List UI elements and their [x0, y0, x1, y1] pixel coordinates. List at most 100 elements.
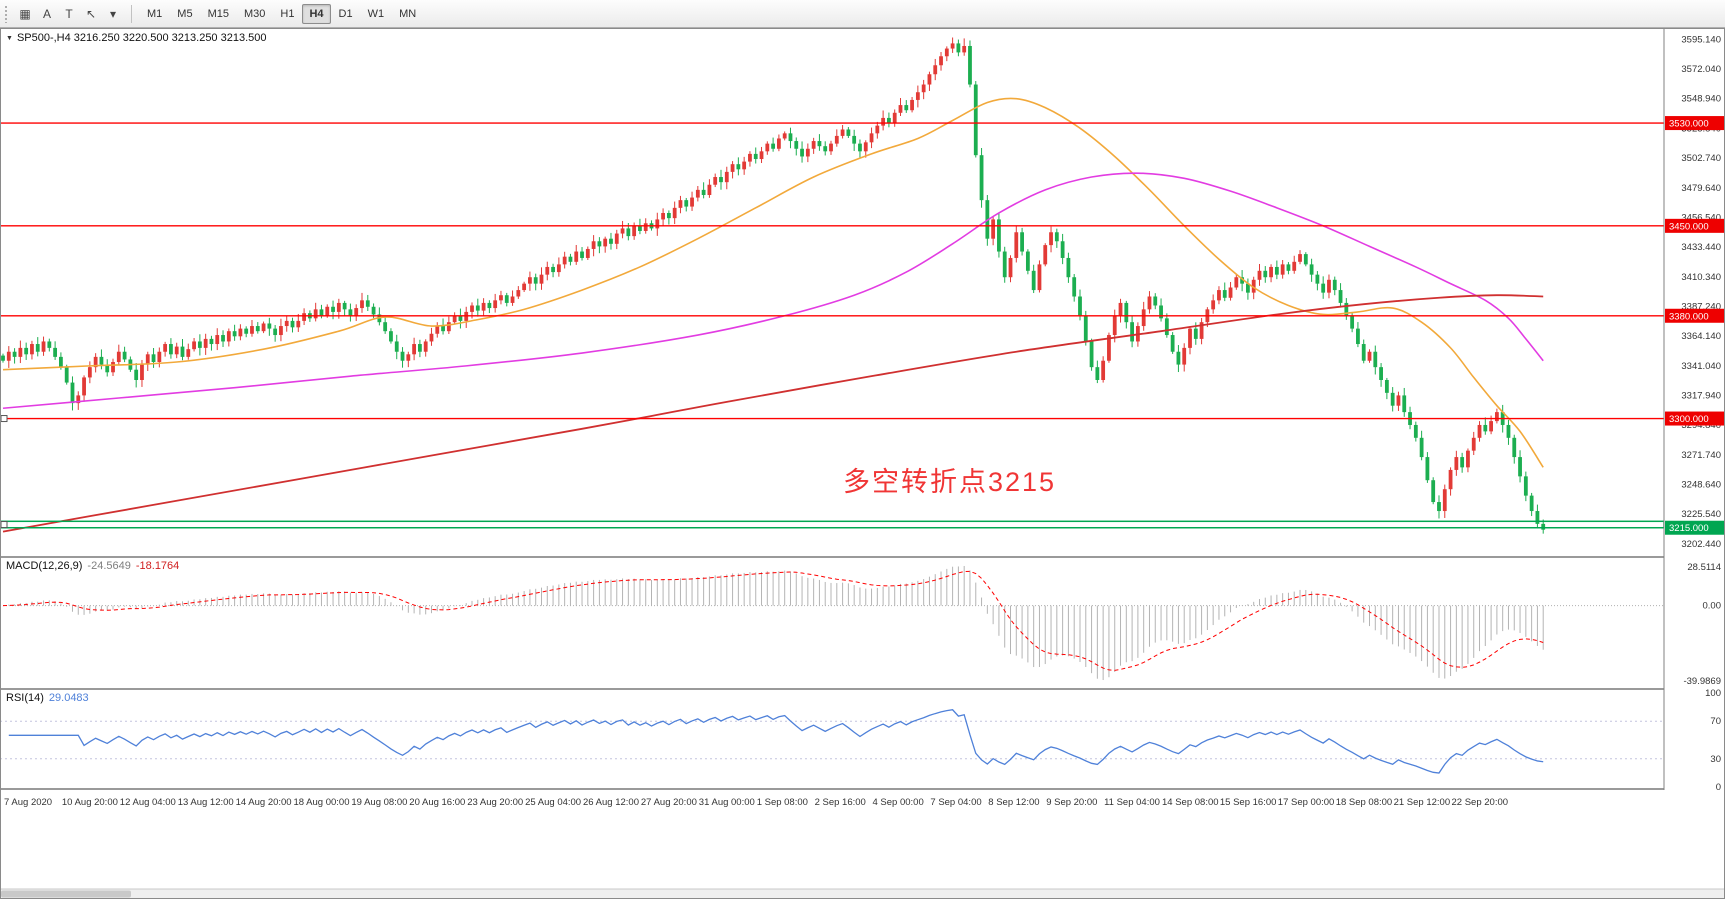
candle-body	[829, 143, 833, 152]
price-axis-label: 3202.440	[1681, 539, 1721, 550]
candle-body	[771, 143, 776, 149]
candle-body	[678, 200, 683, 208]
ma-fast-orange	[2, 97, 1544, 468]
candle-body	[64, 367, 69, 383]
candle-body	[690, 197, 694, 207]
cursor-tool-icon[interactable]: ↖	[85, 6, 97, 21]
macd-label: MACD(12,26,9) -24.5649 -18.1764	[6, 560, 184, 572]
separator-main-macd[interactable]	[0, 556, 1725, 558]
candle-body	[1315, 274, 1320, 284]
candle-body	[1170, 335, 1175, 352]
candle-body	[742, 161, 747, 170]
candle-body	[921, 84, 926, 93]
candle-body	[1159, 305, 1163, 319]
candle-body	[643, 223, 648, 231]
candle-body	[209, 338, 214, 345]
price-axis-label: 3271.740	[1681, 450, 1721, 461]
candle-body	[1419, 437, 1424, 458]
timeframe-button-d1[interactable]: D1	[338, 7, 353, 20]
chart-grid-icon[interactable]: ▦	[19, 6, 31, 21]
price-axis-label: 3456.540	[1681, 212, 1721, 223]
timeframe-button-mn[interactable]: MN	[399, 7, 417, 20]
candle-body	[1344, 302, 1349, 316]
candle-body	[458, 315, 463, 321]
candle-body	[400, 351, 405, 361]
time-axis-label: 8 Sep 12:00	[988, 797, 1039, 808]
candle-body	[493, 300, 498, 309]
candle-body	[840, 129, 845, 136]
candle-body	[1182, 347, 1187, 365]
candle-body	[904, 105, 909, 111]
candle-body	[1, 355, 5, 361]
quote-expand-triangle[interactable]: ▼	[6, 35, 13, 42]
timeframe-button-m1[interactable]: M1	[147, 7, 163, 20]
candle-body	[603, 238, 608, 247]
candle-body	[1118, 302, 1123, 316]
candle-body	[1494, 412, 1499, 422]
line-handle[interactable]	[0, 521, 8, 529]
candle-body	[701, 189, 706, 196]
timeframe-button-h4[interactable]: H4	[302, 3, 331, 24]
candle-body	[82, 377, 86, 396]
time-axis-label: 12 Aug 04:00	[120, 797, 176, 808]
candle-body	[713, 177, 718, 185]
candle-body	[1251, 279, 1256, 293]
candle-body	[1060, 241, 1065, 258]
line-handle[interactable]	[0, 415, 8, 423]
candle-body	[70, 382, 75, 404]
candle-body	[858, 143, 862, 152]
macd-value-main: -24.5649	[87, 560, 131, 572]
candle-body	[991, 219, 996, 239]
candle-body	[887, 117, 891, 124]
chart-window: 3595.1403572.0403548.9403525.8403502.740…	[0, 28, 1725, 899]
candle-body	[412, 344, 417, 355]
h-scrollbar-thumb[interactable]	[1, 890, 131, 898]
candle-body	[93, 356, 98, 368]
candle-body	[915, 92, 920, 100]
top-toolbar: ▦ A T ↖ ▾ M1 M5 M15 M30 H1 H4 D1 W1 MN	[0, 0, 1725, 28]
candle-body	[296, 320, 301, 328]
price-axis-label: 3548.940	[1681, 94, 1721, 105]
candle-body	[244, 328, 249, 334]
candle-body	[730, 164, 735, 172]
candle-body	[1037, 264, 1042, 291]
candle-body	[1454, 457, 1459, 470]
candle-body	[53, 347, 58, 357]
candle-body	[238, 328, 243, 337]
rsi-value: 29.0483	[48, 692, 89, 704]
timeframe-button-m15[interactable]: M15	[207, 7, 229, 20]
text-tool-button[interactable]: T	[65, 6, 73, 21]
time-axis-label: 13 Aug 12:00	[178, 797, 234, 808]
candle-body	[1437, 502, 1441, 512]
candle-body	[1014, 232, 1019, 258]
timeframe-button-m5[interactable]: M5	[177, 7, 193, 20]
candle-body	[898, 105, 903, 113]
candle-body	[528, 277, 532, 284]
toolbar-separator	[131, 4, 132, 23]
candle-body	[533, 277, 538, 284]
separator-macd-rsi[interactable]	[0, 688, 1725, 690]
time-axis-label: 15 Sep 16:00	[1220, 797, 1277, 808]
candle-body	[1541, 523, 1546, 530]
toolbar-grip[interactable]	[4, 4, 9, 23]
candle-body	[800, 148, 804, 157]
candle-body	[30, 344, 34, 355]
candle-body	[1078, 296, 1082, 316]
arrange-a-button[interactable]: A	[42, 6, 51, 21]
candle-body	[1379, 367, 1383, 380]
h-scrollbar-track[interactable]	[0, 889, 1725, 899]
candle-body	[1413, 424, 1418, 438]
candle-body	[597, 241, 602, 247]
macd-signal-line	[2, 570, 1544, 671]
candle-body	[1054, 232, 1059, 242]
candle-body	[1523, 476, 1528, 496]
timeframe-button-h1[interactable]: H1	[280, 7, 295, 20]
separator-rsi-timeaxis[interactable]	[0, 788, 1725, 790]
timeframe-button-m30[interactable]: M30	[243, 7, 266, 20]
candle-body	[76, 395, 81, 404]
chart-canvas[interactable]: 3595.1403572.0403548.9403525.8403502.740…	[0, 28, 1725, 899]
caret-down-icon[interactable]: ▾	[109, 6, 117, 21]
candle-body	[174, 346, 179, 355]
timeframe-button-w1[interactable]: W1	[367, 7, 385, 20]
chart-annotation[interactable]: 多空转折点3215	[843, 467, 1057, 497]
